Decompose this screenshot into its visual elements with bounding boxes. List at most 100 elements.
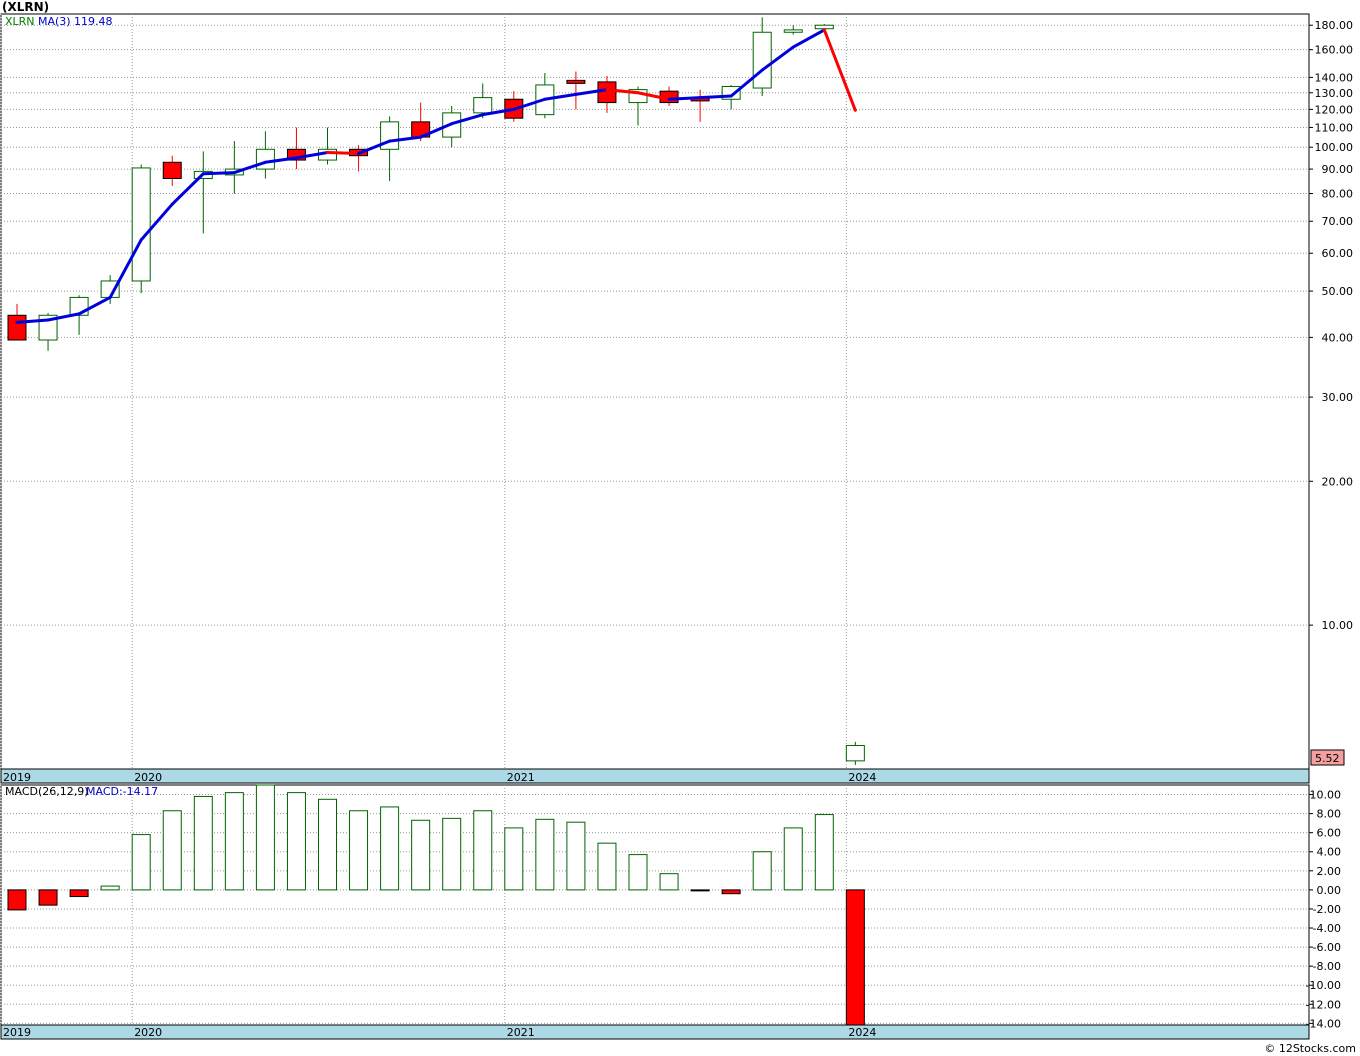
macd-bar: [193, 795, 213, 891]
macd-bar: [162, 810, 182, 891]
price-tick-label: 180.00: [1315, 19, 1354, 32]
price-plot-frame: [0, 13, 1310, 770]
price-panel: 10.00 20.00 30.00 40.00 50.00 60.00 70.00 80.00…: [0, 0, 1353, 784]
macd-bar: [690, 889, 710, 892]
ma3-segment: [822, 28, 857, 112]
macd-tick-label: 2.00: [1317, 865, 1342, 878]
macd-bar: [566, 821, 586, 891]
macd-date-label: 2020: [134, 1026, 162, 1039]
chart-title: (XLRN): [2, 0, 49, 14]
ma3-segment: [419, 122, 454, 139]
ma3-segment: [15, 318, 50, 324]
price-date-label: 2024: [848, 771, 876, 784]
ma3-segment: [605, 88, 640, 95]
candle-body: [255, 148, 275, 170]
ma3-segment: [667, 96, 702, 101]
macd-bar: [380, 806, 400, 891]
macd-bar: [318, 798, 337, 891]
price-tick-label: 50.00: [1322, 285, 1354, 298]
macd-tick-label: 4.00: [1317, 846, 1342, 859]
price-tick-label: 80.00: [1322, 188, 1354, 201]
macd-tick-label: -6.00: [1313, 941, 1341, 954]
macd-y-axis: -14.00 -12.00 -10.00 -8.00 -6.00 -4.00 -2.00 0.…: [1306, 789, 1341, 1031]
price-tick-label: 90.00: [1322, 163, 1354, 176]
price-date-label: 2019: [3, 771, 31, 784]
price-tick-label: 30.00: [1322, 391, 1354, 404]
macd-bar: [7, 889, 27, 911]
price-tick-label: 130.00: [1315, 87, 1354, 100]
macd-bar: [721, 889, 741, 895]
macd-bar: [814, 814, 834, 891]
macd-bar: [597, 842, 617, 891]
ma3-segment: [698, 94, 733, 100]
ma3-segment: [170, 172, 205, 206]
macd-tick-label: 6.00: [1317, 827, 1342, 840]
macd-bar: [783, 827, 803, 891]
macd-bar: [442, 817, 462, 891]
ma-value: 119.48: [74, 15, 113, 28]
price-tick-label: 20.00: [1322, 475, 1354, 488]
candle-body: [286, 148, 306, 161]
candle-body: [845, 744, 865, 762]
macd-bar: [69, 889, 89, 898]
ma3-segment: [791, 28, 826, 49]
candle-body: [752, 31, 772, 89]
ma3-segment: [46, 312, 81, 322]
ma3-segment: [512, 97, 547, 111]
ma3-segment: [481, 107, 516, 117]
price-tick-label: 140.00: [1315, 71, 1354, 84]
ma3-segment: [326, 150, 361, 156]
macd-bar: [224, 792, 244, 891]
ma3-segment: [357, 139, 392, 156]
price-tick-label: 100.00: [1315, 141, 1354, 154]
ma3-segment: [450, 113, 485, 126]
macd-bars: [7, 784, 865, 1026]
macd-bar: [131, 834, 151, 891]
price-y-axis: 10.00 20.00 30.00 40.00 50.00 60.00 70.00 80.00…: [1309, 19, 1353, 632]
price-grid: [0, 14, 1309, 769]
macd-bar: [349, 810, 369, 891]
price-x-axis: 2019 2020 2021 2024: [3, 771, 876, 784]
candle-body: [131, 167, 151, 282]
candle-body: [162, 161, 182, 180]
price-tick-label: 110.00: [1315, 121, 1354, 134]
price-tick-label: 120.00: [1315, 103, 1354, 116]
macd-tick-label: -8.00: [1313, 960, 1341, 973]
price-date-label: 2020: [134, 771, 162, 784]
macd-value: MACD:-14.17: [86, 785, 158, 798]
macd-tick-label: -2.00: [1313, 903, 1341, 916]
price-tick-label: 40.00: [1322, 331, 1354, 344]
ma3-segment: [760, 45, 795, 72]
candle-body: [566, 79, 586, 84]
price-tick-label: 10.00: [1322, 619, 1354, 632]
candle-body: [597, 81, 617, 104]
macd-tick-label: -4.00: [1313, 922, 1341, 935]
macd-panel: -14.00 -12.00 -10.00 -8.00 -6.00 -4.00 -2.00 0.…: [0, 784, 1341, 1040]
macd-date-label: 2019: [3, 1026, 31, 1039]
candle-body: [783, 29, 803, 33]
ma3-segment: [729, 68, 764, 98]
macd-bar: [845, 889, 865, 1026]
macd-bar: [752, 851, 772, 891]
price-tick-label: 60.00: [1322, 247, 1354, 260]
macd-tick-label: -12.00: [1306, 998, 1341, 1011]
macd-tick-label: 8.00: [1317, 808, 1342, 821]
macd-bar: [411, 819, 431, 891]
candle-body: [7, 314, 27, 341]
ma3-segment: [108, 238, 143, 299]
ticker-label: XLRN: [5, 15, 35, 28]
price-tick-label: 160.00: [1315, 44, 1354, 57]
macd-bar: [38, 889, 58, 906]
macd-date-label: 2024: [848, 1026, 876, 1039]
macd-tick-label: 0.00: [1317, 884, 1342, 897]
ma3-segment: [574, 88, 609, 96]
ma3-segment: [139, 202, 174, 242]
price-tick-label: 70.00: [1322, 215, 1354, 228]
macd-tick-label: -14.00: [1306, 1017, 1341, 1030]
ma3-segment: [263, 156, 298, 164]
macd-x-axis: 2019 2020 2021 2024: [3, 1026, 876, 1039]
candle-body: [814, 24, 834, 30]
macd-bar: [255, 784, 275, 891]
ma-label: MA(3): [38, 15, 71, 28]
